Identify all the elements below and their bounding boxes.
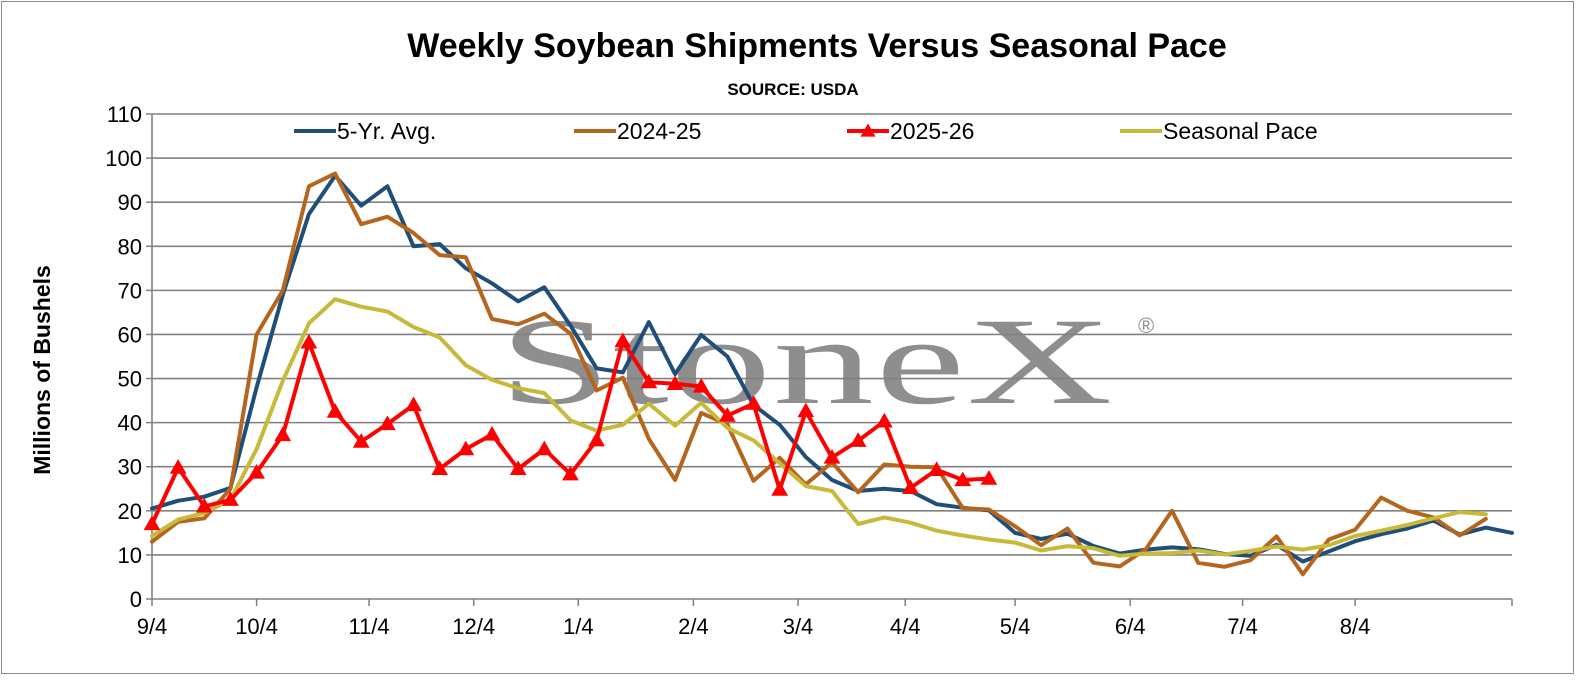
chart-subtitle: SOURCE: USDA (727, 80, 858, 99)
y-tick-label: 30 (118, 455, 142, 480)
data-point-marker (797, 402, 815, 418)
y-tick-label: 80 (118, 234, 142, 259)
legend: 5-Yr. Avg. 2024-25 2025-26 Seasonal Pace (294, 118, 1318, 144)
data-point-marker (823, 448, 841, 464)
y-tick-label: 0 (130, 587, 142, 612)
series-lines (143, 171, 1514, 577)
y-tick-label: 60 (118, 322, 142, 347)
data-point-marker (535, 440, 553, 456)
legend-entry: 2024-25 (574, 118, 701, 144)
x-tick-label: 4/4 (890, 614, 921, 639)
data-point-marker (875, 412, 893, 428)
data-point-marker (954, 471, 972, 487)
data-point-marker (745, 395, 762, 410)
svg-text:®: ® (1138, 313, 1154, 338)
legend-label: 2025-26 (890, 118, 974, 144)
axes: 0 10 20 30 40 50 60 70 80 90 100 110 9/4 10/4 11/4 12/4… (105, 102, 1513, 639)
data-point-marker (405, 396, 422, 412)
data-point-marker (640, 373, 658, 389)
x-tick-label: 6/4 (1115, 614, 1146, 639)
x-tick-label: 3/4 (783, 614, 814, 639)
data-point-marker (509, 460, 527, 476)
x-tick-label: 7/4 (1227, 614, 1258, 639)
data-point-marker (169, 459, 187, 474)
data-point-marker (222, 491, 239, 506)
y-axis-label: Millions of Bushels (29, 265, 55, 475)
y-tick-label: 40 (118, 411, 142, 436)
x-tick-label: 2/4 (678, 614, 709, 639)
legend-entry: 5-Yr. Avg. (294, 118, 436, 144)
data-point-marker (562, 465, 579, 481)
gridlines (152, 113, 1512, 556)
y-tick-label: 110 (107, 102, 142, 127)
chart-title: Weekly Soybean Shipments Versus Seasonal… (407, 27, 1227, 65)
data-point-marker (379, 415, 396, 431)
legend-marker (860, 123, 876, 137)
data-point-marker (588, 431, 605, 447)
x-tick-label: 12/4 (452, 614, 495, 639)
data-point-marker (326, 403, 344, 418)
data-point-marker (719, 407, 736, 422)
data-point-marker (248, 463, 265, 479)
data-point-marker (771, 481, 789, 496)
data-point-marker (980, 470, 998, 485)
legend-label: 2024-25 (617, 118, 701, 144)
y-tick-label: 10 (118, 543, 142, 568)
legend-entry: 2025-26 (847, 118, 974, 144)
data-point-marker (195, 497, 213, 513)
y-tick-label: 50 (118, 367, 142, 392)
x-tick-label: 8/4 (1340, 614, 1371, 639)
series-line-seasonal-pace (150, 297, 1488, 558)
x-tick-label: 1/4 (563, 614, 594, 639)
data-point-marker (352, 433, 370, 448)
data-point-marker (614, 332, 632, 348)
y-tick-label: 100 (105, 146, 142, 171)
data-point-marker (666, 375, 684, 390)
stonex-watermark: StoneX ® (499, 293, 1154, 430)
data-point-marker (928, 461, 945, 476)
legend-entry: Seasonal Pace (1120, 118, 1318, 144)
data-point-marker (274, 426, 292, 442)
x-tick-label: 5/4 (1000, 614, 1031, 639)
data-point-marker (692, 377, 710, 393)
data-point-marker (143, 515, 161, 531)
data-point-marker (431, 460, 449, 476)
data-point-marker (483, 426, 501, 441)
legend-label: 5-Yr. Avg. (337, 118, 436, 144)
data-point-marker (300, 333, 318, 349)
data-point-marker (902, 479, 919, 495)
y-tick-label: 90 (118, 190, 142, 215)
data-point-marker (849, 432, 867, 447)
x-tick-label: 9/4 (137, 614, 168, 639)
y-tick-label: 70 (118, 278, 142, 303)
data-point-marker (457, 440, 475, 456)
legend-label: Seasonal Pace (1163, 118, 1318, 144)
x-tick-label: 11/4 (348, 614, 389, 639)
y-tick-label: 20 (118, 499, 142, 524)
x-tick-label: 10/4 (235, 614, 278, 639)
